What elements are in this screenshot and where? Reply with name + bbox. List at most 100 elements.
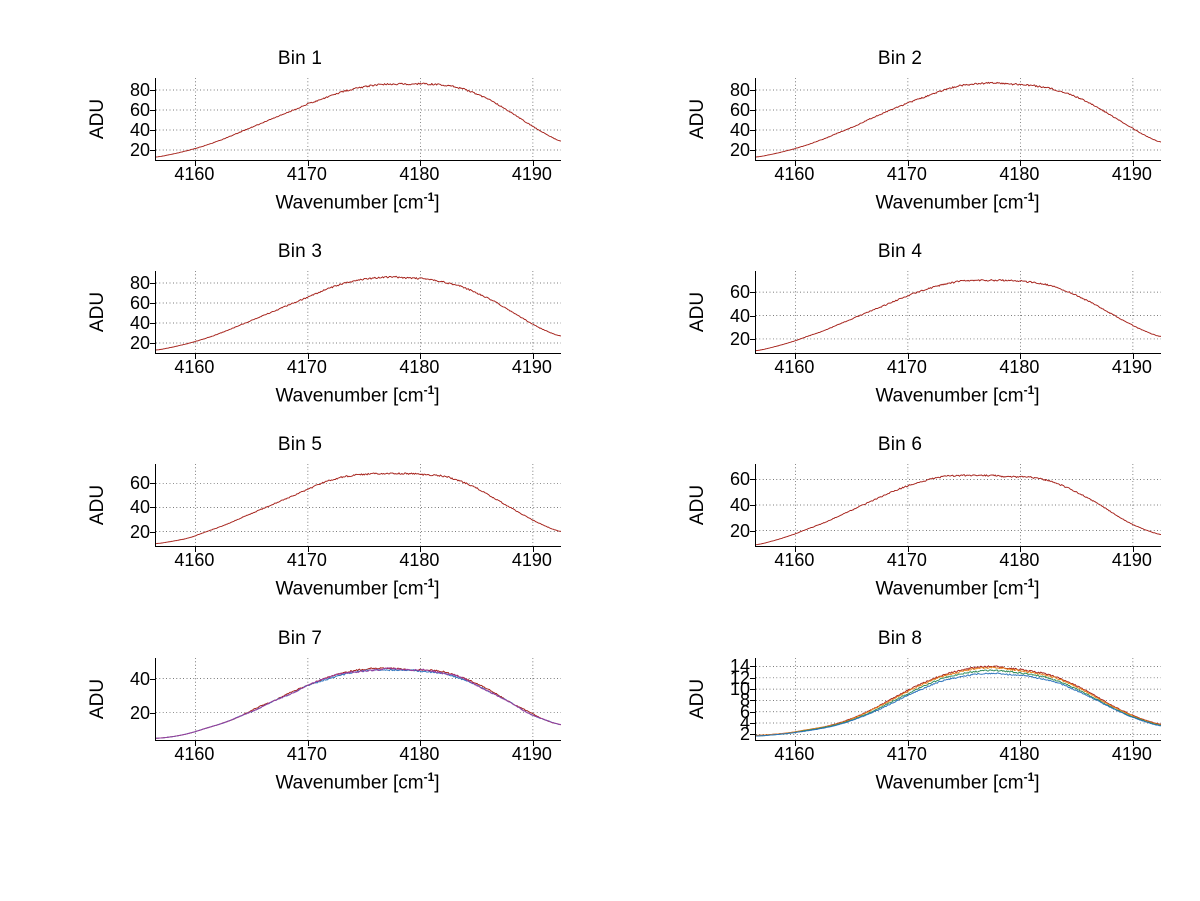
x-tick-mark	[795, 353, 797, 359]
y-tick-mark	[150, 483, 156, 485]
x-tick-mark	[307, 353, 309, 359]
x-tick-labels: 4160 4170 4180 4190	[755, 744, 1160, 766]
x-axis-label-suffix: ]	[1034, 385, 1040, 407]
x-tick-mark	[195, 546, 197, 552]
plot-axes	[750, 271, 1161, 359]
y-tick-labels: 20 40 60	[712, 464, 752, 546]
y-tick-mark	[750, 130, 756, 131]
x-tick-label: 4170	[286, 164, 327, 184]
y-tick-mark	[150, 678, 156, 680]
subplot-title: Bin 1	[277, 48, 323, 69]
x-tick-label: 4190	[511, 164, 552, 184]
plot-axes	[150, 658, 561, 746]
x-axis-label-prefix: Wavenumber [cm	[875, 385, 1024, 407]
x-tick-mark	[1132, 353, 1134, 359]
y-tick-label: 20	[129, 140, 150, 160]
y-tick-mark	[150, 531, 156, 533]
x-tick-label: 4180	[399, 744, 440, 764]
x-axis-label: Wavenumber [cm-1]	[155, 190, 560, 214]
subplot-title: Bin 4	[877, 241, 923, 262]
y-tick-mark	[150, 130, 156, 131]
y-tick-mark	[750, 677, 756, 679]
x-tick-label: 4180	[999, 357, 1040, 377]
x-tick-mark	[1020, 740, 1022, 746]
plot-lines	[156, 271, 561, 353]
subplot-title: Bin 5	[277, 434, 323, 455]
y-tick-mark	[750, 292, 756, 294]
x-axis-label: Wavenumber [cm-1]	[155, 770, 560, 794]
x-axis-label: Wavenumber [cm-1]	[155, 383, 560, 407]
y-tick-label: 14	[729, 656, 750, 677]
y-tick-mark	[750, 505, 756, 506]
x-axis-label-prefix: Wavenumber [cm	[275, 772, 424, 794]
y-axis-label: ADU	[87, 291, 108, 333]
y-axis-label: ADU	[687, 678, 708, 720]
y-tick-label: 40	[129, 120, 150, 140]
x-tick-labels: 4160 4170 4180 4190	[155, 357, 560, 379]
x-axis-label-exponent: -1	[1023, 190, 1035, 204]
y-tick-mark	[750, 689, 756, 691]
x-tick-label: 4160	[174, 164, 215, 184]
x-axis-label: Wavenumber [cm-1]	[755, 383, 1160, 407]
y-tick-label: 40	[129, 497, 150, 518]
x-tick-labels: 4160 4170 4180 4190	[755, 164, 1160, 186]
subplot-title: Bin 7	[277, 628, 323, 649]
x-tick-mark	[1132, 740, 1134, 746]
y-tick-label: 60	[729, 469, 750, 490]
y-tick-mark	[150, 323, 156, 324]
x-axis-label-exponent: -1	[423, 383, 435, 397]
x-tick-mark	[195, 353, 197, 359]
y-tick-label: 40	[729, 495, 750, 515]
x-tick-label: 4180	[999, 744, 1040, 764]
x-tick-mark	[907, 160, 909, 166]
y-tick-mark	[150, 343, 156, 344]
y-axis-label: ADU	[87, 678, 108, 720]
y-tick-mark	[750, 338, 756, 340]
x-tick-mark	[1132, 160, 1134, 166]
x-tick-mark	[907, 740, 909, 746]
x-tick-label: 4190	[511, 357, 552, 377]
plot-axes	[750, 464, 1161, 552]
x-tick-mark	[420, 353, 422, 359]
y-tick-mark	[750, 479, 756, 481]
plot-lines	[756, 78, 1161, 160]
plot-lines	[756, 658, 1161, 740]
x-tick-label: 4160	[774, 357, 815, 377]
x-tick-mark	[195, 160, 197, 166]
plot-axes	[750, 658, 1161, 746]
y-tick-mark	[150, 283, 156, 284]
x-axis-label-prefix: Wavenumber [cm	[275, 192, 424, 214]
subplot-title: Bin 6	[877, 434, 923, 455]
y-tick-label: 80	[729, 80, 750, 100]
y-tick-mark	[150, 303, 156, 304]
x-axis-label-suffix: ]	[434, 385, 440, 407]
x-tick-label: 4170	[886, 357, 927, 377]
y-tick-label: 10	[729, 679, 750, 700]
subplot-bin-2: Bin 2 ADU 20 40 60 80 4160 4170 4180 4190 Wavenumb…	[600, 40, 1200, 265]
y-tick-label: 80	[129, 273, 150, 293]
x-tick-label: 4180	[399, 550, 440, 570]
y-tick-mark	[750, 723, 756, 725]
y-tick-label: 12	[729, 667, 750, 688]
x-tick-mark	[420, 546, 422, 552]
y-tick-labels: 20 40 60 80	[112, 78, 152, 160]
x-axis-label: Wavenumber [cm-1]	[755, 190, 1160, 214]
plot-lines	[156, 464, 561, 546]
y-tick-labels: 20 40 60 80	[712, 78, 752, 160]
y-tick-mark	[750, 711, 756, 713]
x-tick-label: 4180	[399, 357, 440, 377]
subplot-title: Bin 8	[877, 628, 923, 649]
subplot-bin-8: Bin 8 ADU 2 4 6 8 10 12 14 4160 4170 4180 4190 Wavenu…	[600, 620, 1200, 845]
x-tick-label: 4170	[286, 357, 327, 377]
x-axis-label: Wavenumber [cm-1]	[155, 576, 560, 600]
y-tick-label: 20	[129, 333, 150, 353]
x-tick-mark	[307, 546, 309, 552]
x-tick-label: 4190	[1111, 550, 1152, 570]
x-tick-label: 4170	[886, 164, 927, 184]
x-axis-label-exponent: -1	[1023, 576, 1035, 590]
y-tick-label: 40	[129, 668, 150, 689]
y-tick-labels: 20 40	[112, 658, 152, 740]
y-tick-label: 6	[739, 701, 750, 722]
x-axis-label-prefix: Wavenumber [cm	[875, 772, 1024, 794]
x-tick-mark	[795, 740, 797, 746]
